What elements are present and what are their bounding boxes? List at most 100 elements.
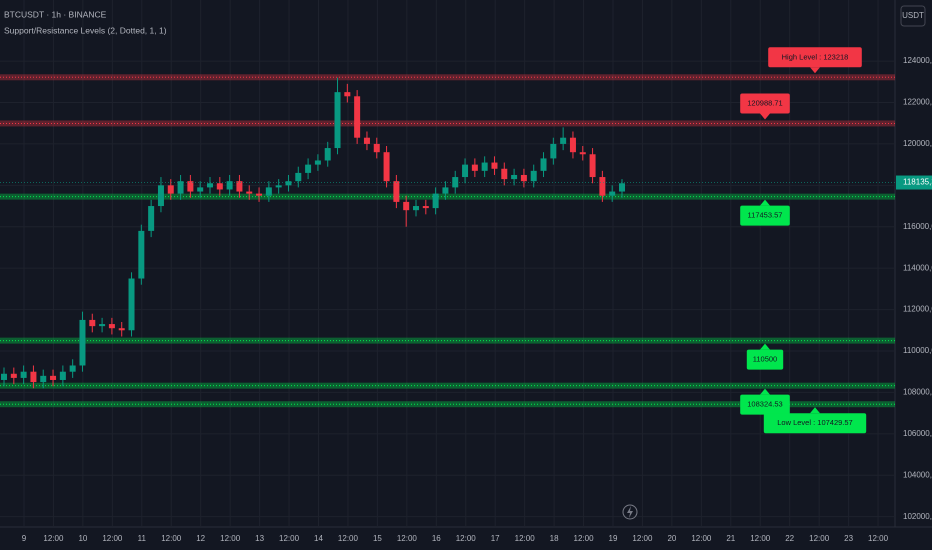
y-tick-label: 102000,00 xyxy=(903,512,932,521)
x-tick-label: 12:00 xyxy=(809,534,830,543)
candle-body xyxy=(619,183,625,192)
x-tick-label: 12:00 xyxy=(574,534,595,543)
candle-body xyxy=(422,206,429,209)
level-tag-pointer xyxy=(760,199,770,206)
candle-body xyxy=(471,164,478,171)
x-tick-label: 15 xyxy=(373,534,382,543)
candle-body xyxy=(314,160,321,165)
candle-body xyxy=(256,193,263,196)
symbol-line: BTCUSDT · 1h · BINANCE xyxy=(4,9,107,19)
candle-body xyxy=(118,328,125,331)
y-tick-label: 106000,00 xyxy=(903,429,932,438)
candle-body xyxy=(285,181,292,186)
candle-body xyxy=(275,185,282,188)
candle-body xyxy=(50,375,57,380)
level-tag-box xyxy=(763,413,867,434)
y-tick-label: 116000,00 xyxy=(903,222,932,231)
candle-body xyxy=(354,96,361,138)
x-tick-label: 17 xyxy=(491,534,500,543)
level-tag: 108324.53 xyxy=(740,388,790,415)
candle-body xyxy=(501,168,508,180)
candle-body xyxy=(108,324,115,329)
candle-body xyxy=(589,154,596,178)
candle-body xyxy=(403,201,410,211)
candle-body xyxy=(79,319,86,366)
candle-body xyxy=(305,164,312,173)
x-tick-label: 12 xyxy=(196,534,205,543)
candle-body xyxy=(363,137,370,144)
x-tick-label: 20 xyxy=(667,534,676,543)
candle-body xyxy=(295,172,302,182)
candle-body xyxy=(383,152,390,182)
level-tag-box xyxy=(740,93,790,114)
x-tick-label: 12:00 xyxy=(43,534,64,543)
x-tick-label: 12:00 xyxy=(868,534,889,543)
candle-body xyxy=(207,183,213,188)
level-tag-pointer xyxy=(760,388,770,395)
currency-button[interactable] xyxy=(900,5,926,27)
level-tag-label: 108324.53 xyxy=(747,400,782,409)
x-tick-label: 9 xyxy=(22,534,27,543)
candle-body xyxy=(540,158,547,171)
x-tick-label: 19 xyxy=(609,534,618,543)
candle-body xyxy=(197,187,204,192)
candle-body xyxy=(246,191,253,194)
candle-body xyxy=(177,181,184,194)
candle-body xyxy=(1,373,7,380)
candle-body xyxy=(157,185,164,207)
candle-body xyxy=(609,191,616,196)
candle-body xyxy=(520,174,527,182)
y-tick-label: 120000,00 xyxy=(903,139,932,148)
candle-body xyxy=(216,183,223,190)
x-tick-label: 12:00 xyxy=(397,534,418,543)
x-tick-label: 12:00 xyxy=(338,534,359,543)
candle-body xyxy=(481,162,488,171)
candle-body xyxy=(187,181,194,192)
level-tag-box xyxy=(768,47,862,68)
x-tick-label: 13 xyxy=(255,534,264,543)
level-tag-label: 117453.57 xyxy=(748,211,783,220)
lightning-icon[interactable] xyxy=(622,504,638,520)
candle-body xyxy=(599,177,606,196)
last-price-box xyxy=(896,175,932,190)
level-tag-label: 110500 xyxy=(753,355,777,364)
candle-body xyxy=(10,373,17,378)
candle-body xyxy=(413,206,419,211)
x-tick-label: 10 xyxy=(78,534,87,543)
level-tag-box xyxy=(740,205,790,226)
candle-body xyxy=(569,137,576,153)
level-tag-pointer xyxy=(810,407,820,414)
y-tick-label: 108000,00 xyxy=(903,388,932,397)
candle-body xyxy=(530,170,537,182)
level-tag-box xyxy=(746,349,784,370)
candle-body xyxy=(167,185,174,194)
indicator-line: Support/Resistance Levels (2, Dotted, 1,… xyxy=(4,25,167,35)
x-tick-label: 21 xyxy=(726,534,735,543)
plot: High Level : 123218 120988.71 117453.57 110… xyxy=(0,0,895,527)
candle-body xyxy=(89,319,96,327)
level-tag-label: Low Level : 107429.57 xyxy=(777,418,852,427)
x-tick-label: 12:00 xyxy=(515,534,536,543)
candle-body xyxy=(99,324,106,327)
candle-body xyxy=(334,92,341,149)
level-tag-pointer xyxy=(760,113,770,120)
candle-body xyxy=(373,143,380,153)
candle-body xyxy=(148,206,155,231)
candle-body xyxy=(226,181,233,190)
candle-body xyxy=(442,187,449,194)
level-tag: Low Level : 107429.57 xyxy=(763,407,867,434)
level-tag-label: 120988.71 xyxy=(747,98,782,107)
candle-body xyxy=(560,137,567,144)
candle-body xyxy=(344,92,351,97)
x-tick-label: 12:00 xyxy=(279,534,300,543)
candle-body xyxy=(40,375,47,383)
level-tag: High Level : 123218 xyxy=(768,47,862,74)
x-tick-label: 11 xyxy=(138,534,147,543)
currency-button-label[interactable]: USDT xyxy=(902,11,924,20)
level-tag: 117453.57 xyxy=(740,199,790,226)
x-tick-label: 12:00 xyxy=(102,534,123,543)
lightning-glyph xyxy=(627,506,633,518)
candle-body xyxy=(432,193,439,209)
level-tag-pointer xyxy=(760,343,770,350)
candle-body xyxy=(128,278,135,331)
